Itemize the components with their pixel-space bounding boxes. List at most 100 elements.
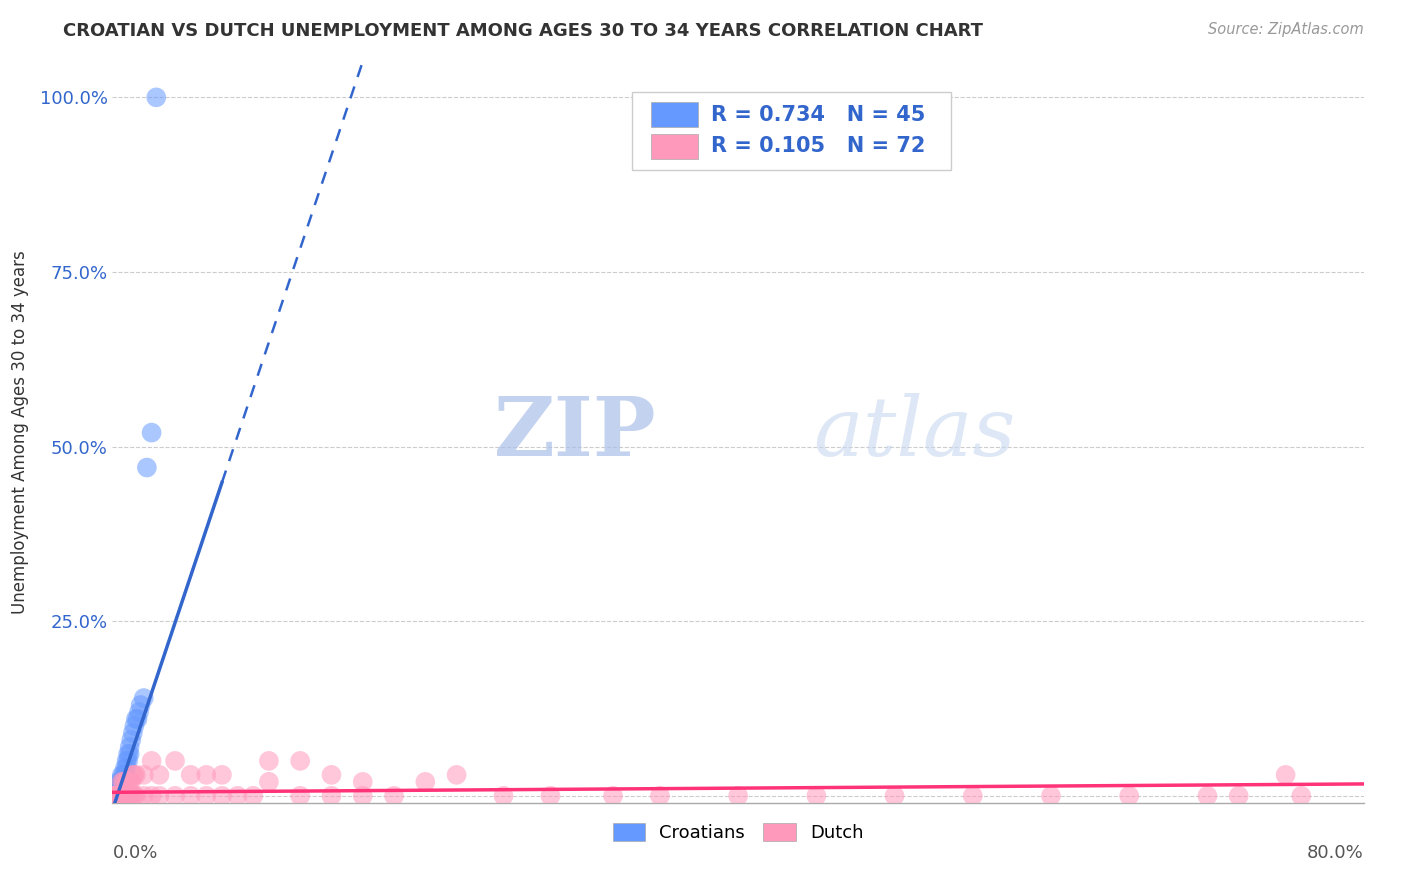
Point: [112, 775, 135, 789]
Point: [1227, 789, 1250, 803]
Point: [101, 789, 124, 803]
Point: [321, 768, 343, 782]
Point: [415, 775, 437, 789]
Point: [117, 775, 139, 789]
Point: [114, 761, 136, 775]
Point: [124, 719, 146, 733]
Point: [105, 789, 128, 803]
Point: [114, 775, 136, 789]
Point: [110, 789, 132, 803]
Point: [103, 789, 125, 803]
Point: [110, 789, 132, 803]
Point: [118, 739, 141, 754]
Point: [180, 768, 202, 782]
Point: [290, 754, 312, 768]
Point: [883, 789, 905, 803]
Point: [125, 712, 148, 726]
Point: [118, 775, 141, 789]
Point: [104, 789, 127, 803]
Point: [114, 789, 136, 803]
Point: [112, 789, 135, 803]
Point: [110, 789, 132, 803]
Point: [727, 789, 749, 803]
Point: [104, 789, 127, 803]
Point: [120, 775, 142, 789]
Point: [111, 775, 134, 789]
Point: [101, 789, 124, 803]
Point: [115, 761, 138, 775]
Point: [101, 789, 124, 803]
Point: [110, 775, 132, 789]
Point: [103, 789, 125, 803]
Point: [806, 789, 828, 803]
Point: [115, 789, 138, 803]
Point: [101, 789, 124, 803]
Point: [120, 733, 142, 747]
Point: [111, 781, 134, 796]
Point: [1197, 789, 1219, 803]
Point: [103, 789, 125, 803]
Point: [105, 789, 128, 803]
Point: [180, 789, 202, 803]
Point: [163, 789, 186, 803]
Point: [257, 754, 280, 768]
Point: [141, 425, 163, 440]
Point: [114, 768, 136, 782]
Point: [540, 789, 562, 803]
Point: [104, 789, 127, 803]
Point: [492, 789, 515, 803]
Point: [121, 789, 143, 803]
Point: [382, 789, 405, 803]
Point: [135, 460, 157, 475]
Point: [107, 789, 129, 803]
Point: [104, 789, 127, 803]
Point: [962, 789, 984, 803]
Point: [103, 789, 125, 803]
Point: [321, 789, 343, 803]
Point: [1039, 789, 1063, 803]
Text: ZIP: ZIP: [494, 392, 657, 473]
Point: [257, 775, 280, 789]
Point: [242, 789, 264, 803]
Point: [115, 754, 138, 768]
Point: [120, 789, 142, 803]
Point: [132, 789, 155, 803]
Point: [290, 789, 312, 803]
Point: [128, 705, 150, 719]
Point: [112, 768, 135, 782]
Point: [125, 768, 148, 782]
Point: [101, 789, 124, 803]
Point: [101, 789, 124, 803]
Text: R = 0.105   N = 72: R = 0.105 N = 72: [710, 136, 925, 156]
Point: [1274, 768, 1296, 782]
Text: atlas: atlas: [813, 392, 1015, 473]
Text: R = 0.734   N = 45: R = 0.734 N = 45: [710, 104, 925, 125]
Point: [602, 789, 624, 803]
Point: [352, 775, 374, 789]
Point: [132, 691, 155, 706]
Point: [105, 789, 128, 803]
Point: [352, 789, 374, 803]
Legend: Croatians, Dutch: Croatians, Dutch: [606, 815, 870, 849]
Point: [226, 789, 249, 803]
Point: [107, 789, 129, 803]
Point: [1118, 789, 1140, 803]
Point: [141, 754, 163, 768]
Point: [145, 90, 167, 104]
FancyBboxPatch shape: [651, 135, 699, 159]
Point: [195, 768, 218, 782]
Point: [127, 712, 149, 726]
Point: [104, 789, 127, 803]
Point: [124, 789, 146, 803]
FancyBboxPatch shape: [651, 103, 699, 127]
Point: [148, 768, 170, 782]
Point: [129, 698, 152, 712]
Point: [112, 775, 135, 789]
Point: [141, 789, 163, 803]
Y-axis label: Unemployment Among Ages 30 to 34 years: Unemployment Among Ages 30 to 34 years: [10, 251, 28, 615]
Point: [148, 789, 170, 803]
Point: [111, 789, 134, 803]
Point: [117, 747, 139, 761]
Point: [111, 775, 134, 789]
Text: 0.0%: 0.0%: [112, 844, 157, 862]
